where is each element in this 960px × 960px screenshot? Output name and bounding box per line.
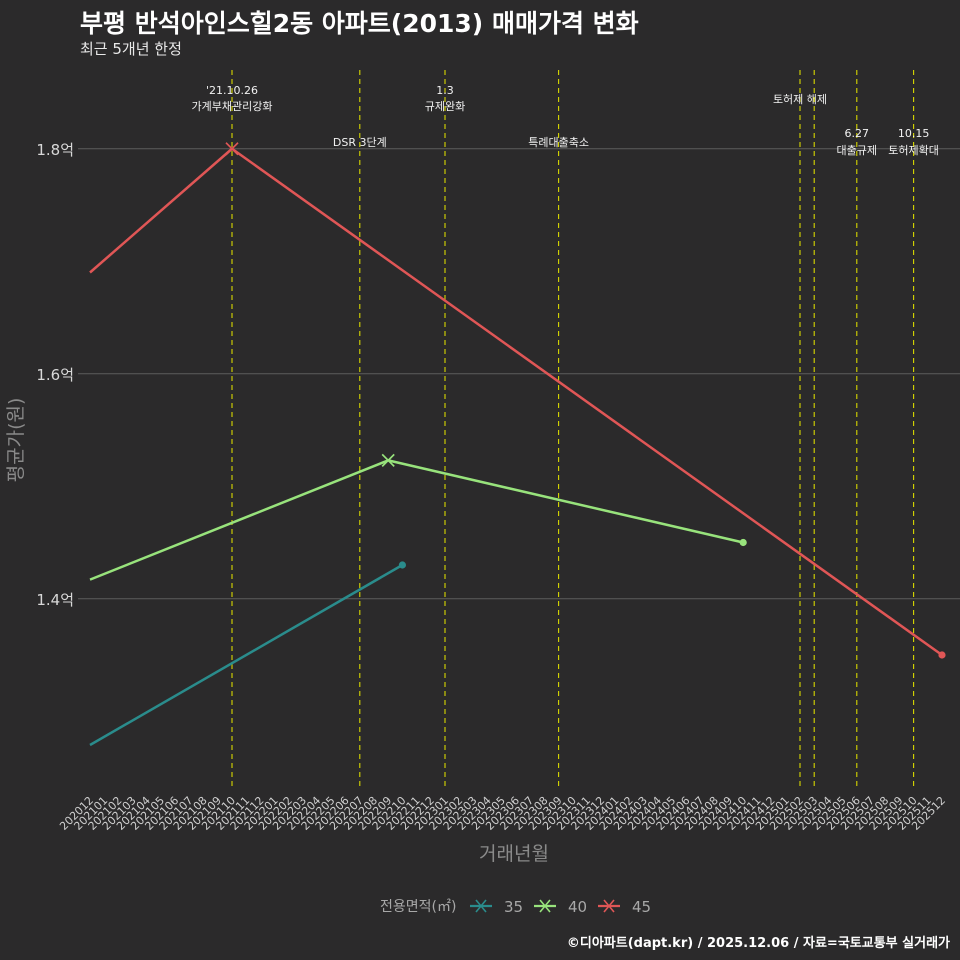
legend-label: 35 [504, 898, 523, 916]
legend-item-40: 40 [534, 898, 587, 916]
y-axis-title: 평균가(원) [5, 398, 27, 483]
event-annotation: 10.15 [898, 127, 930, 140]
event-annotation: 토허제확대 [888, 144, 939, 157]
legend-label: 40 [568, 898, 587, 916]
legend-key-cross [539, 899, 551, 913]
peak-marker-stroke [381, 453, 395, 467]
x-axis-title: 거래년월 [479, 843, 549, 865]
gridlines [78, 148, 960, 600]
chart-subtitle: 최근 5개년 한정 [80, 40, 182, 58]
legend-label: 45 [632, 898, 651, 916]
y-tick-label: 1.6억 [36, 366, 74, 384]
legend-item-45: 45 [598, 898, 651, 916]
source-caption: ©디아파트(dapt.kr) / 2025.12.06 / 자료=국토교통부 실… [566, 936, 950, 951]
legend: 전용면적(㎡) 35 40 45 [380, 898, 651, 916]
legend-key-cross [603, 899, 615, 913]
series-endpoint-45 [938, 651, 946, 659]
series-line-40 [89, 459, 744, 581]
peak-marker-stroke [225, 142, 239, 156]
series-line-35 [89, 563, 404, 747]
event-annotation: '21.10.26 [206, 84, 258, 97]
event-annotation: 1.3 [436, 84, 454, 97]
chart-title: 부평 반석아인스힐2동 아파트(2013) 매매가격 변화 [80, 9, 639, 38]
y-tick-label: 1.4억 [36, 591, 74, 609]
event-annotation: 토허제 해제 [773, 92, 827, 106]
event-annotation: 가계부채관리강화 [192, 100, 273, 113]
series-endpoint-35 [398, 561, 406, 569]
legend-title: 전용면적(㎡) [380, 899, 456, 915]
event-annotation: 특례대출축소 [528, 136, 589, 149]
series-peak-marker-45 [225, 142, 239, 156]
event-annotation: 대출규제 [837, 144, 877, 157]
series-peak-marker-40 [381, 453, 395, 467]
legend-item-35: 35 [470, 898, 523, 916]
event-annotation: 6.27 [845, 127, 870, 140]
series-endpoint-40 [739, 538, 747, 547]
y-axis-ticks: 1.4억 1.6억 1.8억 [36, 141, 74, 609]
x-axis-ticks: 2020122021012021022021032021042021052021… [57, 794, 948, 833]
legend-key-cross [475, 899, 487, 913]
y-tick-label: 1.8억 [36, 141, 74, 159]
data-series [89, 142, 946, 747]
event-annotation: DSR 3단계 [333, 136, 387, 149]
event-annotation: 규제완화 [425, 100, 465, 113]
